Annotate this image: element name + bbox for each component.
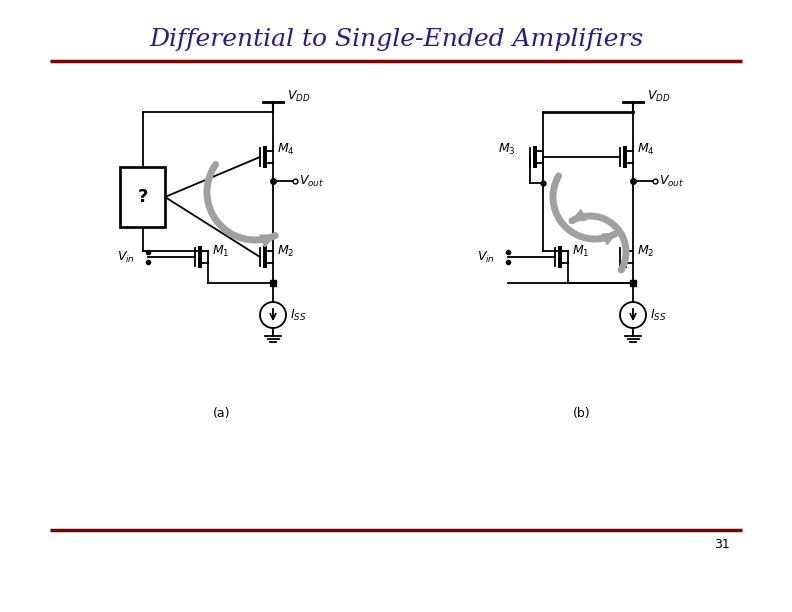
Text: $V_{DD}$: $V_{DD}$ — [647, 89, 671, 104]
Text: (b): (b) — [573, 408, 591, 420]
Text: $V_{out}$: $V_{out}$ — [299, 173, 324, 188]
Text: $M_4$: $M_4$ — [277, 141, 295, 157]
Polygon shape — [572, 210, 586, 221]
Text: (a): (a) — [213, 408, 230, 420]
Text: $M_4$: $M_4$ — [637, 141, 655, 157]
Text: $V_{in}$: $V_{in}$ — [117, 250, 135, 264]
Text: $V_{DD}$: $V_{DD}$ — [287, 89, 310, 104]
Polygon shape — [260, 235, 276, 247]
Text: $V_{out}$: $V_{out}$ — [659, 173, 684, 188]
Text: 31: 31 — [714, 539, 730, 551]
Text: $V_{in}$: $V_{in}$ — [477, 250, 495, 264]
Polygon shape — [602, 233, 616, 245]
Text: $I_{SS}$: $I_{SS}$ — [290, 307, 307, 323]
Text: ?: ? — [137, 188, 147, 206]
Text: $M_1$: $M_1$ — [572, 244, 589, 258]
Text: $I_{SS}$: $I_{SS}$ — [650, 307, 667, 323]
Text: $M_1$: $M_1$ — [212, 244, 230, 258]
Text: $M_2$: $M_2$ — [277, 244, 295, 258]
Text: $M_3$: $M_3$ — [498, 141, 516, 157]
Text: Differential to Single-Ended Amplifiers: Differential to Single-Ended Amplifiers — [149, 28, 643, 51]
Text: $M_2$: $M_2$ — [637, 244, 654, 258]
Bar — [120, 167, 165, 227]
